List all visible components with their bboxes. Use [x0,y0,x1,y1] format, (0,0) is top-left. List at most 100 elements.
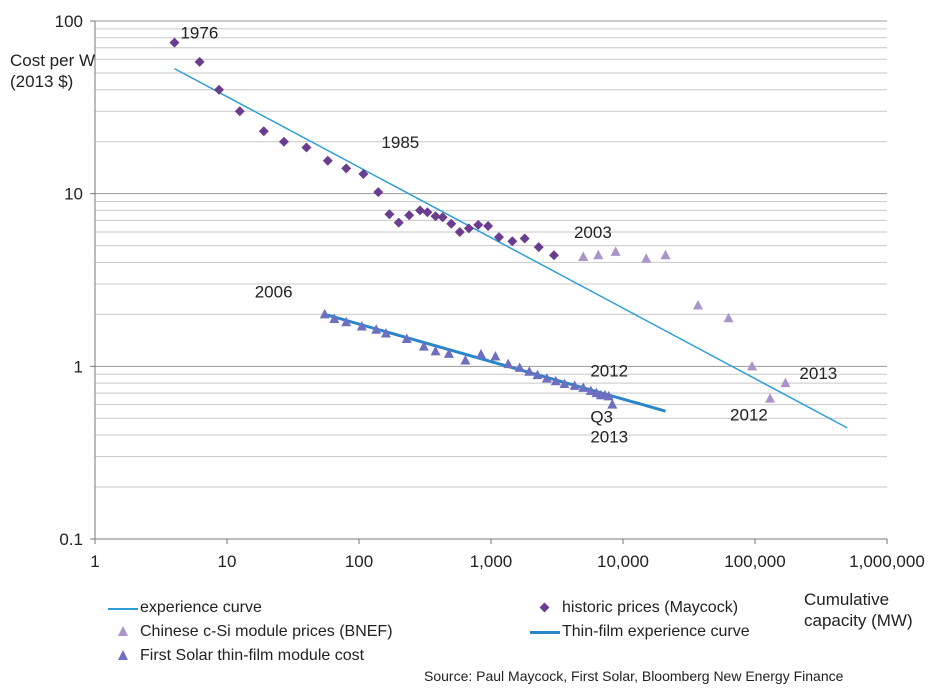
data-point [747,360,758,371]
data-point [519,233,530,244]
annotation-label: Q3 [590,408,613,427]
data-point [322,155,333,166]
data-point [234,106,245,117]
data-point [446,218,457,229]
annotation-label: 2006 [255,282,293,301]
x-tick-label: 10 [218,552,237,571]
annotation-label: 2012 [590,362,628,381]
data-point [550,375,561,386]
legend-label: Thin-film experience curve [562,623,750,640]
data-point [401,333,412,343]
x-tick-label: 10,000 [597,552,649,571]
data-point [569,380,580,390]
data-point [541,373,552,383]
data-point [169,37,180,48]
legend-line-swatch [528,622,562,642]
data-point [371,324,382,334]
data-point [430,211,441,222]
data-point [473,219,484,230]
data-point [258,126,269,137]
data-point [603,390,614,401]
data-point [319,308,330,319]
legend-triangle-swatch [106,622,140,642]
series-line [174,67,848,429]
y-axis-label: Cost per W (2013 $) [10,51,96,91]
legend-historic-prices: historic prices (Maycock) [528,598,738,618]
legend-label: experience curve [140,599,262,616]
data-point [660,249,671,260]
legend-line-swatch [106,598,140,618]
x-tick-label: 1,000,000 [849,552,925,571]
data-point [358,168,369,179]
data-point [454,226,465,237]
legend-chinese-prices: Chinese c-Si module prices (BNEF) [106,622,393,642]
legend-diamond-swatch [528,598,562,618]
data-point [341,316,352,327]
annotation-label: 2003 [574,223,612,242]
legend-first-solar: First Solar thin-film module cost [106,646,364,666]
data-point [641,253,652,263]
data-point [723,312,734,323]
y-tick-label: 10 [64,185,83,204]
x-axis-label: Cumulative capacity (MW) [804,590,913,630]
data-point [278,136,289,147]
data-point [693,300,704,310]
data-point [214,84,225,95]
data-point [404,210,415,221]
data-point [437,212,448,223]
legend-label: historic prices (Maycock) [562,599,739,616]
data-point [443,348,454,358]
y-tick-label: 100 [55,12,83,31]
data-point [559,378,570,389]
data-point [463,223,474,234]
data-point [503,358,514,369]
data-point [329,313,340,323]
data-point [460,355,471,365]
y-tick-label: 0.1 [59,530,83,549]
x-tick-label: 100 [345,552,373,571]
x-tick-label: 100,000 [724,552,785,571]
data-point [578,251,589,261]
data-point [507,236,518,247]
annotation-label: 1976 [180,24,218,43]
legend-label: First Solar thin-film module cost [140,647,365,664]
data-point [422,207,433,218]
y-tick-label: 1 [74,357,83,376]
annotation-label: 2013 [799,364,837,383]
data-point [415,205,426,216]
data-point [593,249,604,260]
data-point [532,369,543,380]
data-point [356,321,367,331]
data-point [341,163,352,174]
data-point [524,366,535,376]
data-point [578,382,589,392]
data-point [194,56,205,67]
data-point [494,232,505,243]
data-point [585,385,596,395]
data-point [384,209,395,220]
x-tick-label: 1 [90,552,99,571]
annotation-label: 2012 [730,406,768,425]
data-point [765,393,776,403]
data-point [380,327,391,338]
annotation-label: 1985 [381,133,419,152]
legend-thin-film-curve: Thin-film experience curve [528,622,750,642]
data-point [490,351,501,361]
x-tick-label: 1,000 [470,552,513,571]
data-point [418,341,429,351]
data-point [548,250,559,261]
data-point [476,349,487,359]
source-note: Source: Paul Maycock, First Solar, Bloom… [424,668,844,684]
data-point [483,220,494,231]
data-point [607,399,618,409]
data-point [301,142,312,153]
data-point [780,377,791,388]
annotation-label: 2013 [590,428,628,447]
data-point [533,242,544,253]
data-point [373,187,384,198]
legend-experience-curve: experience curve [106,598,262,618]
data-point [610,246,621,256]
data-point [430,345,441,356]
data-point [393,217,404,228]
